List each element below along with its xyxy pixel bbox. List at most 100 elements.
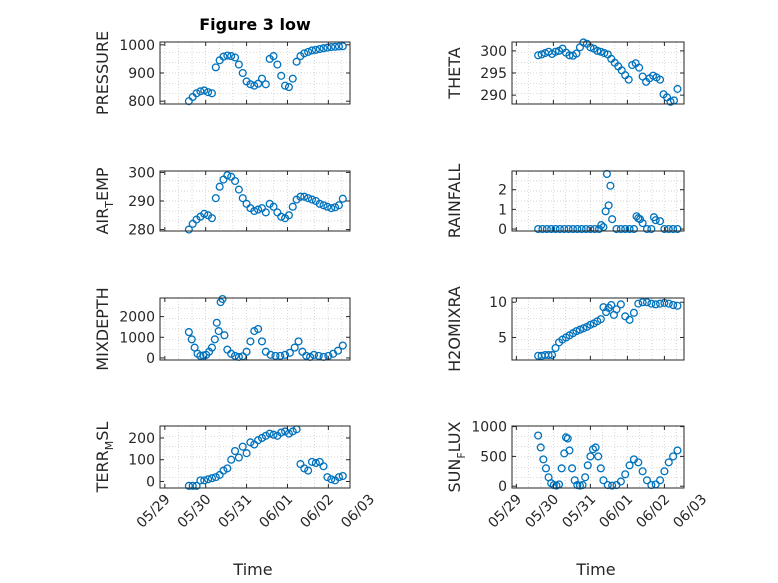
data-point [277, 428, 286, 437]
data-point [334, 42, 343, 51]
data-point [285, 348, 294, 357]
data-point [230, 351, 240, 360]
data-point [625, 461, 634, 470]
data-point [212, 318, 221, 327]
subplot-air-temp: 280 290 300 AIRTEMP [93, 165, 351, 239]
y-tick-label: 100 [128, 453, 155, 469]
data-point [537, 50, 546, 59]
data-point [219, 52, 228, 61]
data-point [188, 481, 197, 490]
data-point [261, 208, 270, 217]
data-point [246, 80, 255, 89]
data-point [651, 216, 660, 225]
data-point [642, 298, 652, 307]
data-point [547, 224, 556, 234]
axes-box [159, 297, 351, 361]
data-point [542, 224, 551, 234]
data-point [234, 60, 243, 69]
data-point [311, 458, 320, 468]
data-point [200, 476, 209, 485]
data-point [223, 171, 232, 180]
data-point [565, 446, 574, 455]
data-point [234, 185, 243, 194]
x-axis-label: Time [232, 560, 272, 579]
data-point [266, 350, 275, 359]
data-point [246, 337, 255, 346]
data-point [261, 80, 270, 89]
y-tick-label: 500 [480, 449, 507, 465]
y-tick-label: 2 [498, 183, 507, 199]
data-point [254, 79, 263, 88]
data-point [590, 224, 599, 234]
data-point [647, 224, 656, 234]
data-point [207, 474, 216, 483]
data-point [568, 224, 578, 234]
data-point [560, 224, 569, 234]
data-point [557, 464, 566, 473]
data-point [651, 300, 660, 309]
data-point [187, 335, 196, 344]
data-point [596, 315, 605, 324]
data-point [269, 52, 278, 61]
x-tick-label: 06/02 [297, 492, 337, 532]
data-point [573, 224, 582, 234]
x-tick-label: 06/02 [633, 492, 673, 532]
x-tick-label: 06/01 [596, 492, 636, 532]
data-point [184, 225, 193, 234]
y-axis-label: H2OMIXRA [445, 286, 464, 372]
data-point [608, 481, 617, 490]
data-point [307, 46, 317, 55]
data-point [211, 194, 220, 203]
data-point [300, 192, 309, 201]
data-point [334, 473, 343, 482]
data-point [230, 53, 240, 62]
data-point [604, 201, 613, 210]
data-point [594, 452, 603, 461]
data-point [277, 212, 286, 221]
data-point [338, 194, 347, 203]
x-tick-label: 05/31 [559, 492, 599, 532]
data-point [214, 327, 223, 336]
data-point [534, 224, 543, 234]
subplot-theta: 290 295 300 THETA [445, 38, 685, 106]
y-tick-label: 295 [480, 66, 507, 82]
data-point [583, 461, 592, 470]
data-point [254, 324, 263, 334]
data-point [200, 86, 209, 95]
data-point [207, 343, 216, 352]
data-point [250, 81, 259, 90]
data-point [338, 341, 347, 350]
data-point [607, 300, 616, 310]
data-point [215, 182, 224, 191]
axes-box [511, 297, 685, 361]
y-axis-label: SUNFLUX [445, 421, 468, 492]
axes-box [159, 425, 351, 489]
data-point [242, 347, 251, 356]
data-point [223, 464, 232, 473]
data-point [638, 219, 647, 228]
data-point [635, 63, 644, 72]
data-point [284, 211, 293, 220]
data-point [673, 301, 682, 310]
data-point [638, 298, 647, 307]
data-point [551, 47, 560, 56]
y-tick-label: 5 [498, 330, 507, 346]
data-point [302, 351, 311, 360]
data-point [288, 202, 297, 211]
data-point [315, 44, 324, 54]
data-point [230, 176, 240, 186]
data-point [621, 224, 630, 234]
data-point [577, 224, 586, 234]
data-point [599, 476, 608, 485]
data-point [196, 351, 205, 360]
data-point [207, 214, 216, 223]
data-point [254, 205, 263, 214]
data-point [277, 71, 286, 80]
plot-area [512, 426, 684, 488]
data-point [204, 88, 213, 97]
data-point [307, 457, 317, 466]
data-point [669, 224, 678, 234]
data-point [548, 351, 557, 360]
data-point [238, 442, 247, 451]
